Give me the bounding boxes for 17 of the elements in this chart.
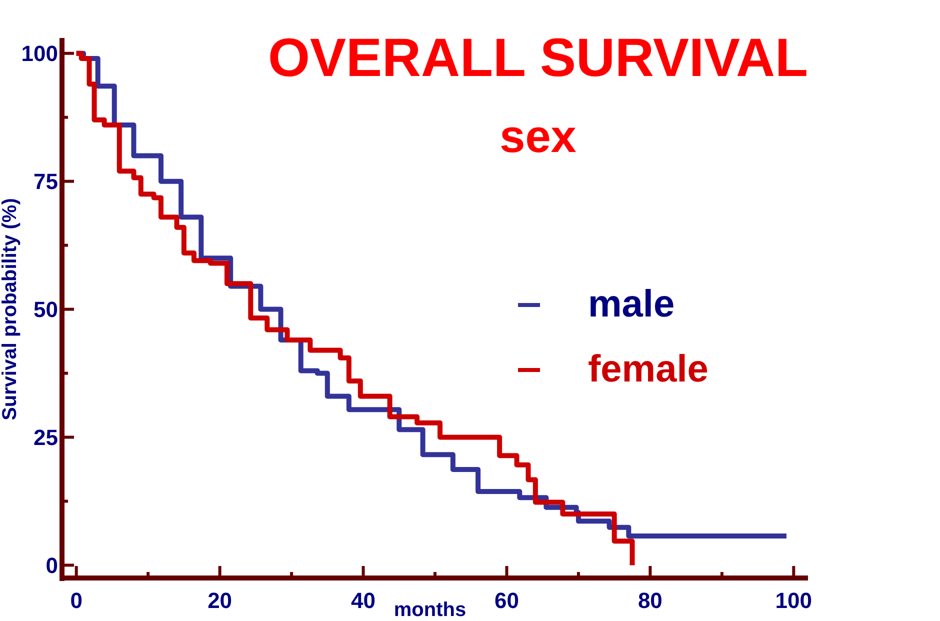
x-tick-label: 0 — [70, 588, 82, 613]
y-axis-title: Survival probability (%) — [0, 198, 21, 420]
chart-title: OVERALL SURVIVAL — [268, 28, 808, 88]
text: sex — [500, 110, 577, 162]
x-axis-title: months — [394, 599, 466, 621]
x-tick-label: 20 — [208, 588, 232, 613]
x-tick-label: 40 — [351, 588, 376, 613]
x-tick-label: 80 — [638, 588, 662, 613]
legend-label: male — [588, 283, 675, 326]
y-tick-label: 25 — [34, 424, 58, 450]
legend-label: female — [588, 348, 708, 390]
y-tick-label: 0 — [46, 552, 58, 578]
y-tick-label: 75 — [34, 169, 58, 194]
x-tick-label: 60 — [494, 588, 519, 613]
y-tick-label: 100 — [21, 41, 58, 66]
x-tick-label: 100 — [775, 588, 812, 613]
y-tick-label: 50 — [34, 296, 58, 322]
